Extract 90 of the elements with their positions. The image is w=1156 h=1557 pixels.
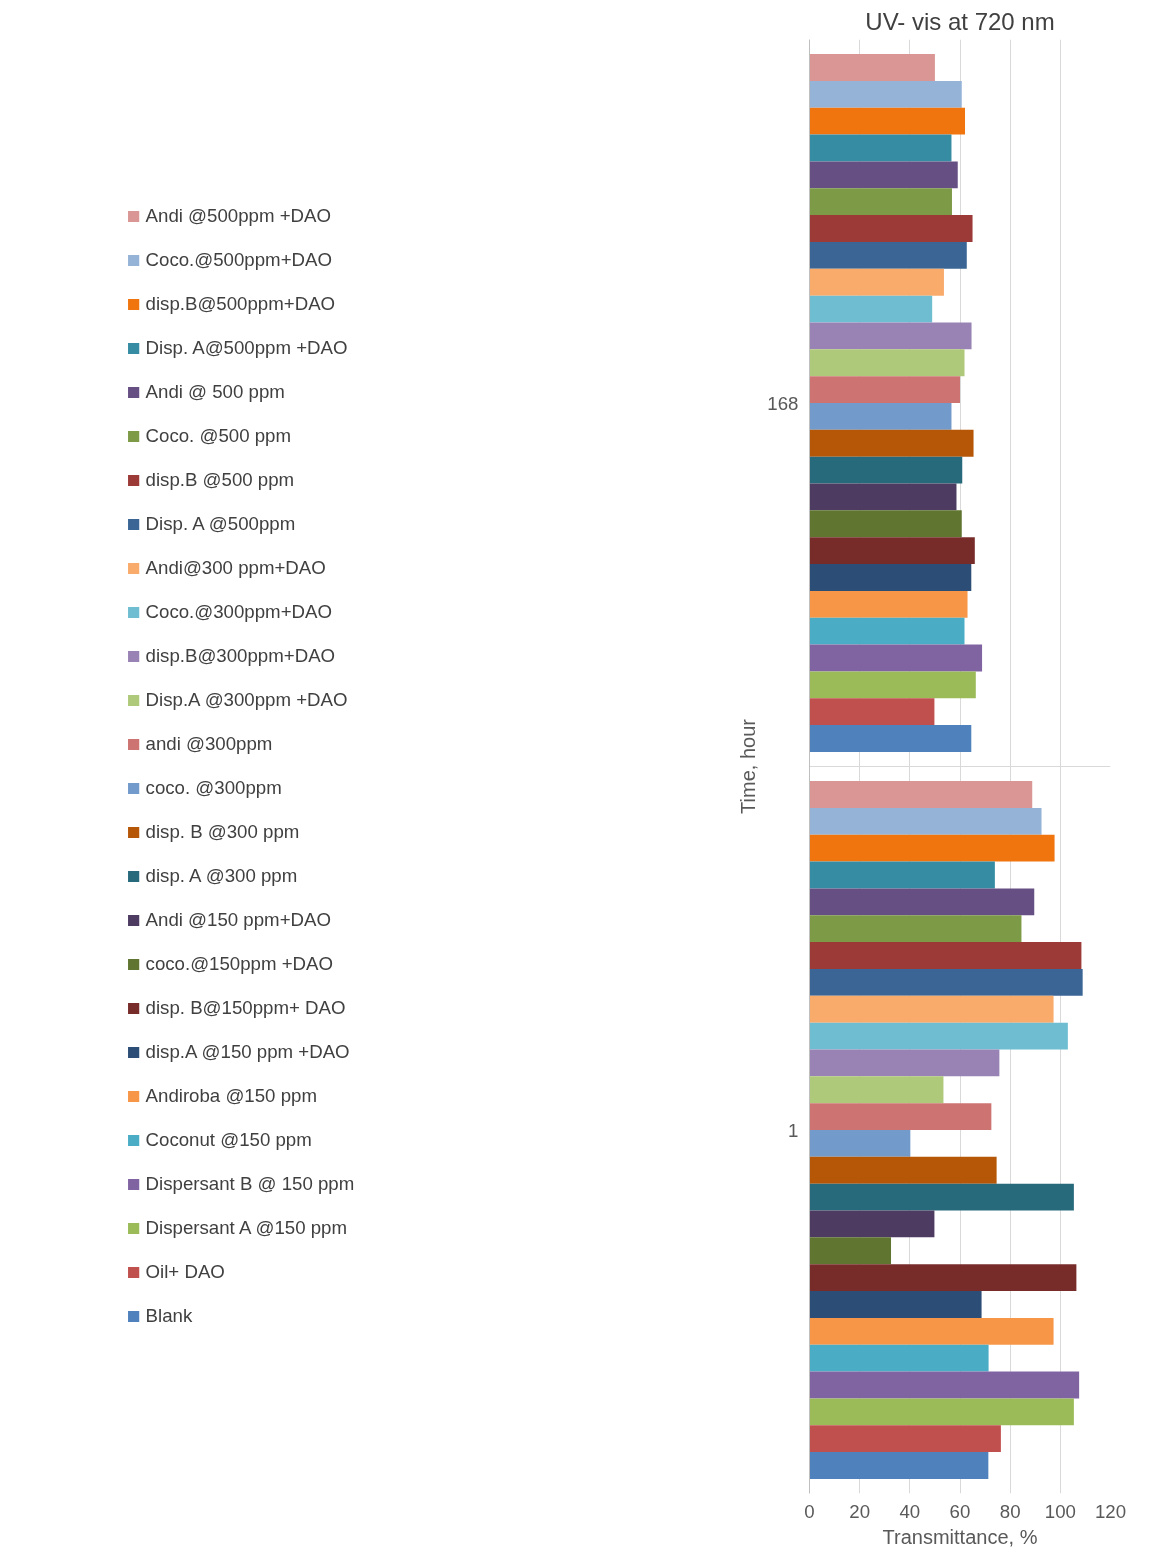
bar bbox=[809, 671, 976, 699]
bar bbox=[809, 617, 965, 645]
legend-label: disp.B @500 ppm bbox=[145, 469, 295, 491]
legend-label: Coco.@300ppm+DAO bbox=[145, 601, 332, 623]
legend-label: Oil+ DAO bbox=[145, 1261, 225, 1283]
legend-label: Disp.A @300ppm +DAO bbox=[145, 689, 348, 711]
bar bbox=[809, 564, 972, 591]
bar bbox=[809, 1156, 997, 1184]
legend-label: Andi @500ppm +DAO bbox=[145, 205, 331, 227]
legend-label: disp. A @300 ppm bbox=[145, 865, 298, 887]
legend-label: Coco. @500 ppm bbox=[145, 425, 292, 447]
x-tick-label: 40 bbox=[899, 1500, 921, 1522]
legend-label: Disp. A @500ppm bbox=[145, 513, 296, 535]
legend-label: disp.B@500ppm+DAO bbox=[145, 293, 336, 315]
bar bbox=[809, 376, 960, 403]
bar bbox=[809, 1210, 935, 1238]
legend-label: Andi @150 ppm+DAO bbox=[145, 909, 331, 931]
bar bbox=[809, 1049, 1000, 1077]
x-tick-label: 120 bbox=[1094, 1500, 1127, 1522]
legend-label: Andiroba @150 ppm bbox=[145, 1085, 317, 1107]
bar bbox=[809, 1317, 1054, 1345]
legend-label: disp.A @150 ppm +DAO bbox=[145, 1041, 350, 1063]
bar bbox=[809, 834, 1055, 862]
bar bbox=[809, 644, 983, 672]
legend-label: disp. B@150ppm+ DAO bbox=[145, 997, 346, 1019]
x-tick-label: 0 bbox=[804, 1500, 815, 1522]
bar bbox=[809, 295, 933, 323]
bar bbox=[809, 807, 1042, 835]
legend-label: Blank bbox=[145, 1305, 193, 1327]
bar bbox=[809, 107, 966, 135]
bar bbox=[809, 537, 975, 565]
bar bbox=[809, 188, 952, 216]
legend-label: Andi@300 ppm+DAO bbox=[145, 557, 326, 579]
chart-title: UV- vis at 720 nm bbox=[865, 7, 1055, 35]
bar bbox=[809, 403, 952, 430]
legend-label: andi @300ppm bbox=[145, 733, 273, 755]
legend-label: Dispersant A @150 ppm bbox=[145, 1217, 348, 1239]
bar bbox=[809, 1398, 1074, 1426]
x-tick-label: 60 bbox=[949, 1500, 971, 1522]
bar bbox=[809, 995, 1054, 1023]
legend-label: Dispersant B @ 150 ppm bbox=[145, 1173, 355, 1195]
bar bbox=[809, 968, 1083, 996]
bar bbox=[809, 1103, 992, 1130]
bar bbox=[809, 134, 952, 162]
y-tick-label: 168 bbox=[767, 392, 799, 414]
x-tick-label: 100 bbox=[1044, 1500, 1076, 1522]
bar bbox=[809, 215, 973, 242]
x-tick-label: 20 bbox=[849, 1500, 871, 1522]
bar bbox=[809, 510, 962, 538]
bar bbox=[809, 1076, 944, 1104]
bar bbox=[809, 1371, 1080, 1399]
bar bbox=[809, 241, 967, 269]
bar bbox=[809, 888, 1035, 916]
y-tick-label: 1 bbox=[788, 1119, 799, 1141]
bar bbox=[809, 268, 944, 296]
bar bbox=[809, 322, 972, 350]
bar bbox=[809, 1237, 892, 1265]
bar bbox=[809, 1291, 982, 1318]
bar bbox=[809, 1022, 1068, 1050]
x-axis-title: Transmittance, % bbox=[882, 1525, 1038, 1548]
bar bbox=[809, 161, 958, 189]
bar bbox=[809, 80, 962, 108]
legend-label: Coco.@500ppm+DAO bbox=[145, 249, 332, 271]
legend-label: Andi @ 500 ppm bbox=[145, 381, 285, 403]
y-axis-title: Time, hour bbox=[737, 718, 760, 814]
bar bbox=[809, 1183, 1074, 1211]
bar bbox=[809, 456, 963, 484]
bar bbox=[809, 1344, 989, 1372]
legend-label: disp.B@300ppm+DAO bbox=[145, 645, 336, 667]
legend-label: Coconut @150 ppm bbox=[145, 1129, 312, 1151]
bar bbox=[809, 429, 974, 457]
bar bbox=[809, 54, 935, 81]
x-tick-label: 80 bbox=[999, 1500, 1021, 1522]
bar bbox=[809, 781, 1033, 808]
bar bbox=[809, 725, 972, 752]
bar bbox=[809, 1130, 911, 1157]
bar bbox=[809, 698, 935, 726]
bar bbox=[809, 590, 968, 618]
bar bbox=[809, 861, 995, 889]
bar bbox=[809, 1425, 1001, 1453]
legend-label: coco. @300ppm bbox=[145, 777, 282, 799]
bar bbox=[809, 1452, 989, 1479]
bar bbox=[809, 349, 965, 377]
bar bbox=[809, 483, 957, 511]
bar bbox=[809, 942, 1082, 969]
bar bbox=[809, 915, 1022, 943]
bar bbox=[809, 1264, 1077, 1292]
legend-label: disp. B @300 ppm bbox=[145, 821, 300, 843]
legend-label: coco.@150ppm +DAO bbox=[145, 953, 334, 975]
legend-label: Disp. A@500ppm +DAO bbox=[145, 337, 348, 359]
